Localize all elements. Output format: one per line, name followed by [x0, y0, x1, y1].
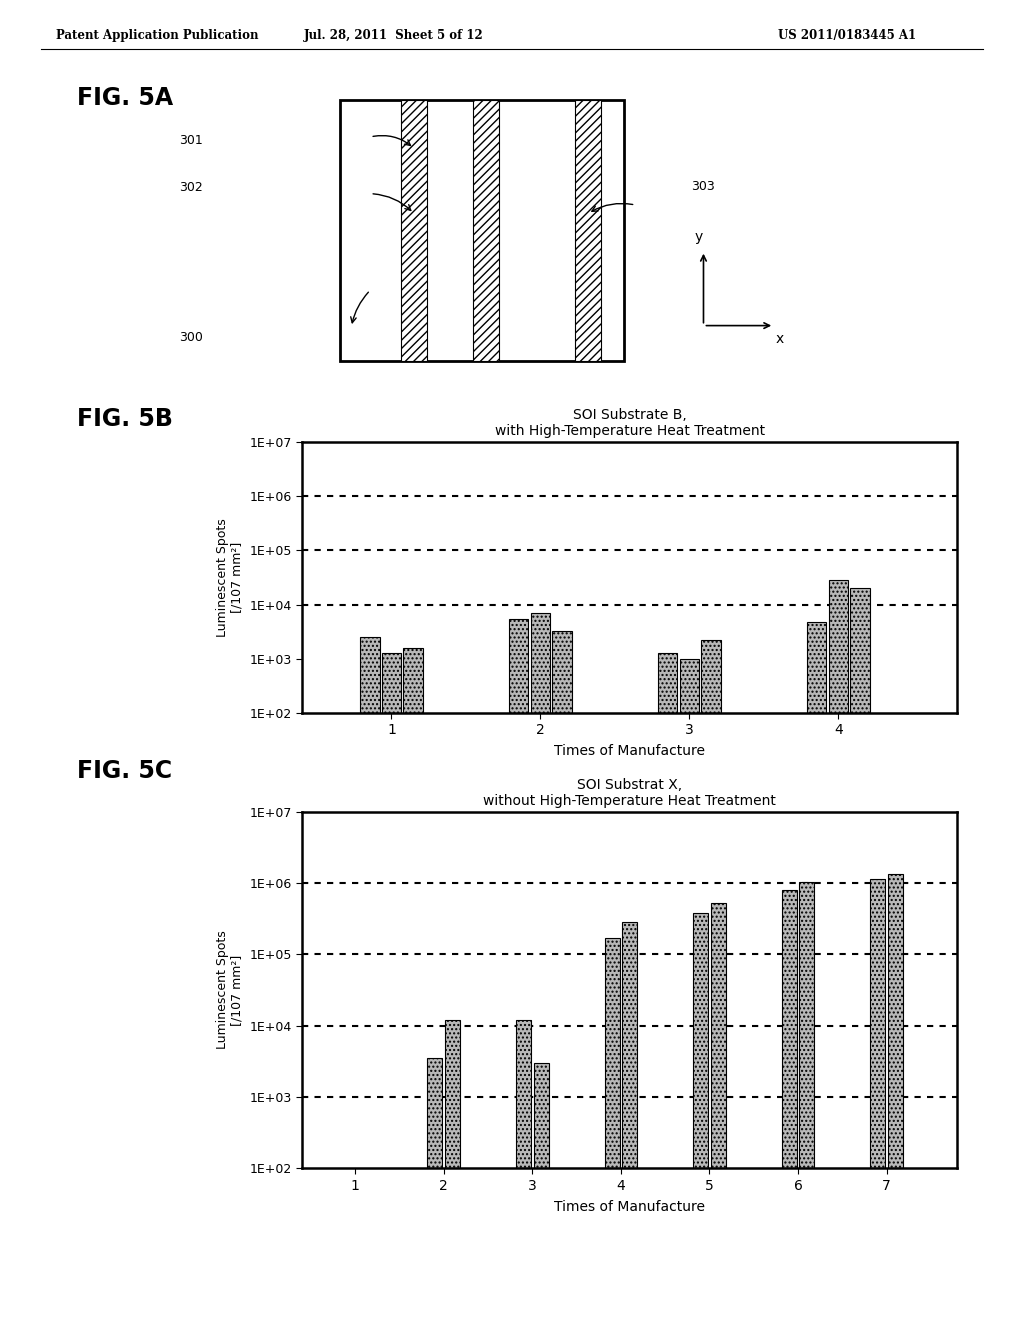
Bar	[403, 648, 423, 1320]
Bar	[888, 874, 903, 1320]
Bar	[701, 640, 721, 1320]
Bar	[534, 1063, 549, 1320]
Bar	[870, 879, 886, 1320]
Bar	[552, 631, 571, 1320]
Text: 303: 303	[691, 180, 715, 193]
Bar	[473, 100, 499, 362]
Y-axis label: Luminescent Spots
[/107 mm²]: Luminescent Spots [/107 mm²]	[216, 519, 244, 636]
Text: 300: 300	[179, 330, 203, 343]
Title: SOI Substrat X,
without High-Temperature Heat Treatment: SOI Substrat X, without High-Temperature…	[483, 777, 776, 808]
Text: 301: 301	[179, 133, 203, 147]
Bar	[382, 652, 401, 1320]
X-axis label: Times of Manufacture: Times of Manufacture	[554, 1200, 706, 1213]
Bar	[360, 638, 380, 1320]
Bar	[445, 1020, 460, 1320]
Text: y: y	[694, 230, 702, 244]
Text: 302: 302	[179, 181, 203, 194]
Y-axis label: Luminescent Spots
[/107 mm²]: Luminescent Spots [/107 mm²]	[216, 931, 244, 1049]
Bar	[693, 913, 709, 1320]
Text: x: x	[776, 333, 784, 346]
Bar	[530, 612, 550, 1320]
Bar	[340, 100, 624, 362]
Text: Patent Application Publication: Patent Application Publication	[56, 29, 259, 42]
X-axis label: Times of Manufacture: Times of Manufacture	[554, 744, 706, 758]
Bar	[680, 659, 699, 1320]
Bar	[400, 100, 427, 362]
Title: SOI Substrate B,
with High-Temperature Heat Treatment: SOI Substrate B, with High-Temperature H…	[495, 408, 765, 438]
Text: FIG. 5A: FIG. 5A	[77, 86, 173, 110]
Text: US 2011/0183445 A1: US 2011/0183445 A1	[778, 29, 916, 42]
Bar	[516, 1020, 531, 1320]
Bar	[800, 882, 814, 1320]
Bar	[509, 619, 528, 1320]
Bar	[604, 939, 620, 1320]
Text: FIG. 5C: FIG. 5C	[77, 759, 172, 783]
Text: FIG. 5B: FIG. 5B	[77, 407, 173, 430]
Bar	[623, 923, 637, 1320]
Bar	[711, 903, 726, 1320]
Bar	[574, 100, 601, 362]
Bar	[850, 589, 869, 1320]
Bar	[828, 581, 848, 1320]
Text: Jul. 28, 2011  Sheet 5 of 12: Jul. 28, 2011 Sheet 5 of 12	[304, 29, 484, 42]
Bar	[658, 652, 678, 1320]
Bar	[807, 622, 826, 1320]
Bar	[427, 1059, 442, 1320]
Bar	[781, 890, 797, 1320]
